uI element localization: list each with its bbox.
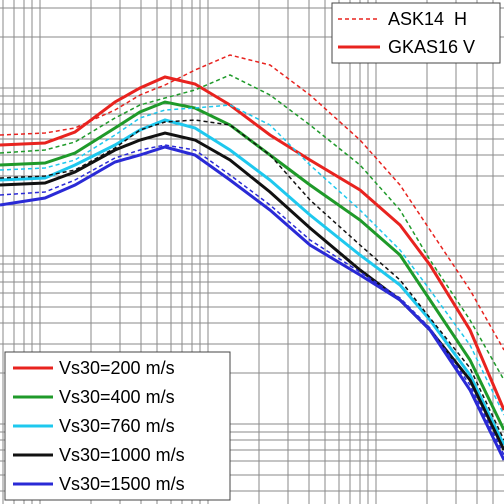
series-line (0, 74, 504, 381)
series-line (0, 145, 504, 461)
series-line (0, 118, 504, 446)
series-line (0, 75, 504, 411)
series-line (0, 119, 504, 441)
legend-label: ASK14 H (388, 9, 467, 29)
legend-label: Vs30=200 m/s (59, 358, 175, 378)
series-line (0, 100, 504, 431)
legend-label: Vs30=400 m/s (59, 387, 175, 407)
legend-label: Vs30=760 m/s (59, 416, 175, 436)
series-line (0, 54, 504, 351)
legend-label: Vs30=1500 m/s (59, 474, 185, 494)
legend-box (331, 2, 501, 64)
legend-label: Vs30=1000 m/s (59, 445, 185, 465)
legend-label: GKAS16 V (388, 37, 475, 57)
series-line (0, 104, 504, 416)
